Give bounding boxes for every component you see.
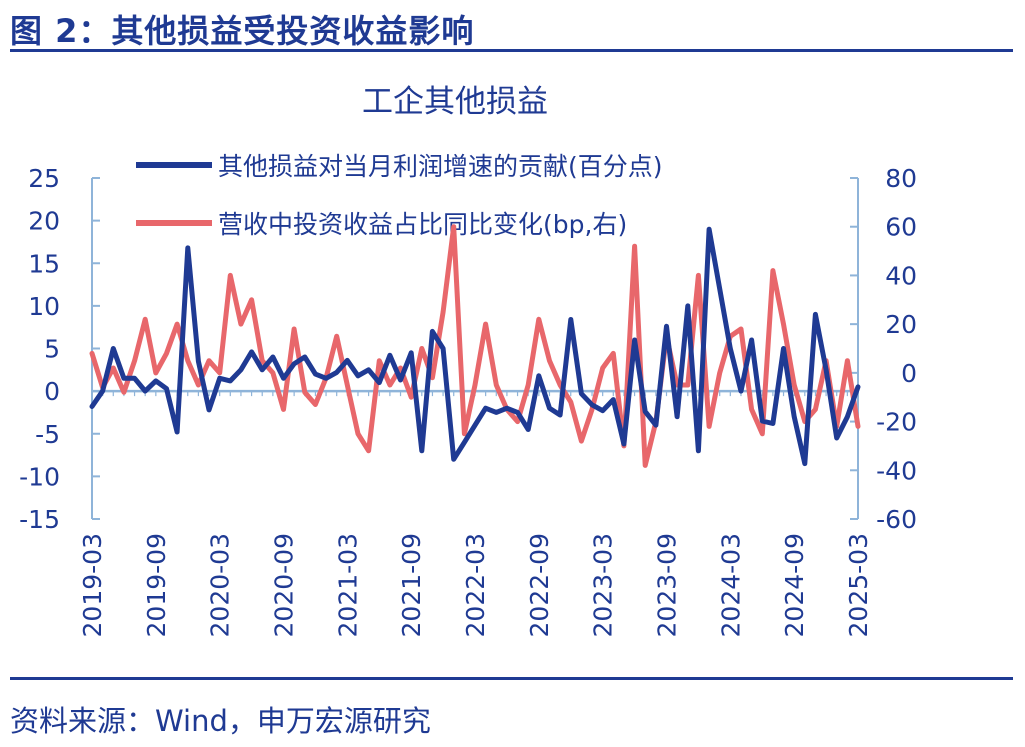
right-tick-label: -40 [876, 456, 917, 485]
x-tick-label: 2019-03 [78, 533, 107, 637]
right-tick-label: -60 [876, 505, 917, 534]
left-tick-label: 5 [44, 335, 60, 364]
x-tick-label: 2019-09 [142, 533, 171, 637]
left-tick-label: -5 [35, 420, 60, 449]
legend-label-contribution: 其他损益对当月利润增速的贡献(百分点) [218, 152, 663, 181]
x-tick-label: 2022-03 [461, 533, 490, 637]
left-tick-label: -10 [19, 462, 60, 491]
right-tick-label: 60 [885, 213, 917, 242]
x-tick-label: 2023-03 [589, 533, 618, 637]
right-tick-label: 40 [885, 261, 917, 290]
legend: 其他损益对当月利润增速的贡献(百分点) 营收中投资收益占比同比变化(bp,右) [136, 152, 663, 239]
x-tick-label: 2024-09 [780, 533, 809, 637]
x-tick-label: 2024-03 [716, 533, 745, 637]
series-line-contribution [89, 226, 861, 467]
x-tick-label: 2020-03 [206, 533, 235, 637]
right-tick-label: 80 [885, 164, 917, 193]
x-tick-label: 2020-09 [270, 533, 299, 637]
left-tick-label: -15 [19, 505, 60, 534]
x-tick-label: 2025-03 [844, 533, 873, 637]
legend-label-investment-share: 营收中投资收益占比同比变化(bp,右) [218, 210, 627, 239]
right-tick-label: -20 [876, 408, 917, 437]
left-tick-label: 15 [28, 249, 60, 278]
x-tick-label: 2022-09 [525, 533, 554, 637]
axes: 25 20 15 10 5 0 -5 -10 -15 80 60 40 20 0 -20 -40 -60 2019… [19, 164, 917, 637]
source-note: 资料来源：Wind，申万宏源研究 [10, 704, 431, 738]
x-tick-label: 2021-03 [333, 533, 362, 637]
left-tick-label: 0 [44, 377, 60, 406]
x-tick-label: 2023-09 [653, 533, 682, 637]
figure-header: 图 2：其他损益受投资收益影响 [10, 12, 475, 50]
left-tick-label: 25 [28, 164, 60, 193]
series-lines [89, 224, 861, 468]
right-tick-label: 0 [901, 359, 917, 388]
chart-title: 工企其他损益 [362, 84, 548, 120]
header-rule [10, 49, 1013, 52]
footer-rule [10, 677, 1013, 680]
x-tick-label: 2021-09 [397, 533, 426, 637]
left-tick-label: 20 [28, 207, 60, 236]
left-tick-label: 10 [28, 292, 60, 321]
right-tick-label: 20 [885, 310, 917, 339]
